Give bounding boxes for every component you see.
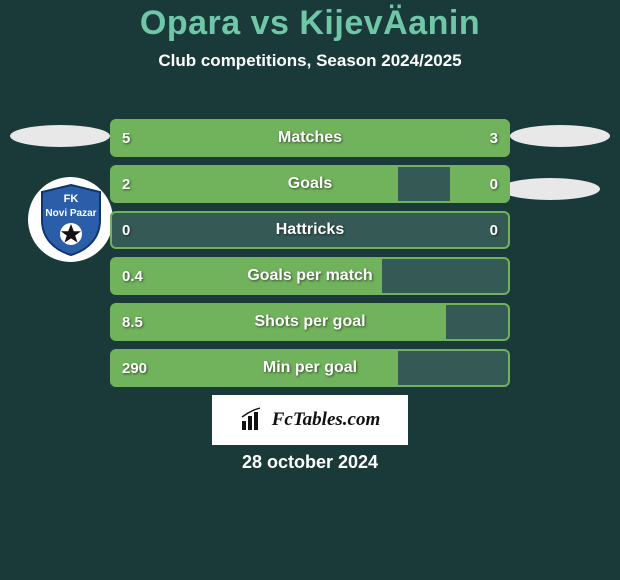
stat-value-left: 0 [122, 211, 130, 249]
page-title: Opara vs KijevÄanin [0, 0, 620, 43]
brand-box[interactable]: FcTables.com [212, 395, 408, 445]
bars-icon [240, 407, 266, 433]
stat-row: 290Min per goal [110, 349, 510, 387]
stat-bar-right [360, 119, 510, 157]
page-subtitle: Club competitions, Season 2024/2025 [0, 51, 620, 71]
comparison-card: Opara vs KijevÄanin Club competitions, S… [0, 0, 620, 580]
stat-row-border [110, 211, 510, 249]
stat-value-right: 0 [490, 211, 498, 249]
brand-text: FcTables.com [272, 409, 381, 431]
stat-bar-left [110, 349, 398, 387]
badge-text-top: FK [63, 193, 78, 205]
stat-row: 0 0Hattricks [110, 211, 510, 249]
stat-bar-right [450, 165, 510, 203]
stat-row: 8.5Shots per goal [110, 303, 510, 341]
shield-icon: FK Novi Pazar [36, 182, 106, 258]
stat-bar-left [110, 303, 446, 341]
stat-bar-left [110, 119, 360, 157]
club-badge: FK Novi Pazar [28, 177, 113, 262]
stat-bar-left [110, 257, 382, 295]
date-text: 28 october 2024 [0, 452, 620, 473]
stats-panel: 53Matches 20Goals 0 0Hattricks 0.4Goals per … [110, 119, 510, 395]
placeholder-ellipse [510, 125, 610, 147]
stat-row: 0.4Goals per match [110, 257, 510, 295]
stat-bar-left [110, 165, 398, 203]
stat-row: 53Matches [110, 119, 510, 157]
badge-text-mid: Novi Pazar [45, 208, 96, 219]
stat-row: 20Goals [110, 165, 510, 203]
placeholder-ellipse [10, 125, 110, 147]
placeholder-ellipse [500, 178, 600, 200]
stat-label: Hattricks [110, 211, 510, 249]
